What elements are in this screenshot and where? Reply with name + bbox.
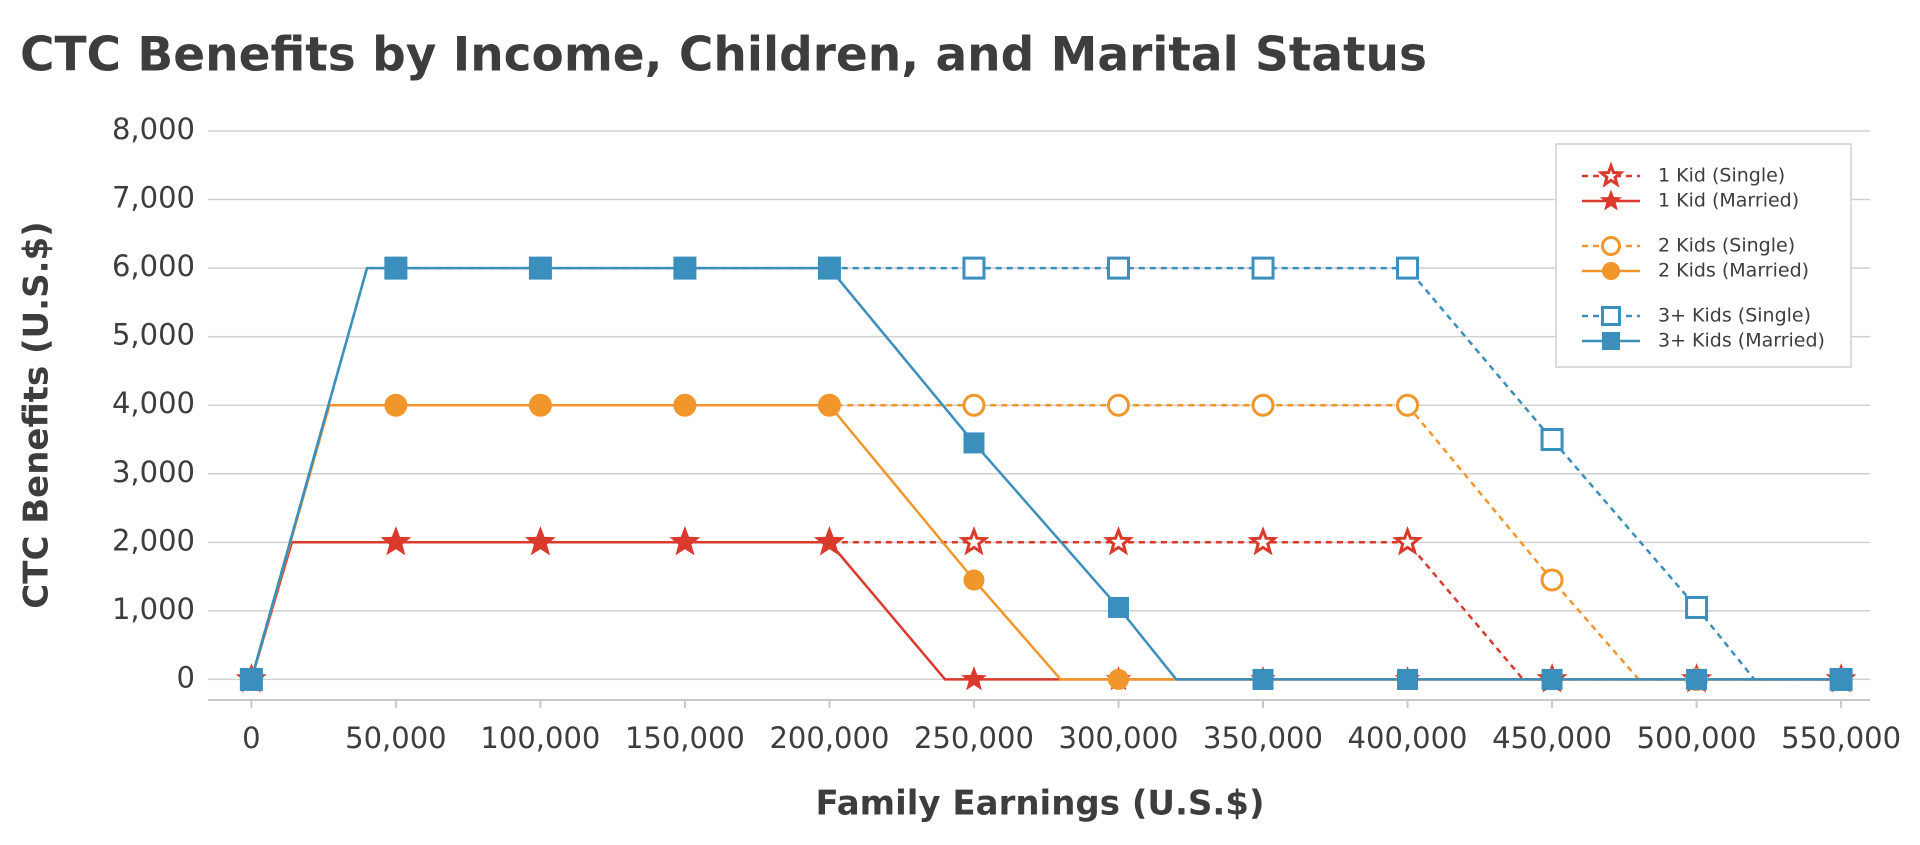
marker bbox=[1599, 189, 1623, 211]
marker bbox=[385, 394, 407, 416]
marker bbox=[1601, 236, 1621, 256]
marker bbox=[1540, 427, 1564, 451]
marker bbox=[1251, 393, 1275, 417]
marker bbox=[1103, 526, 1134, 556]
marker bbox=[1541, 668, 1563, 690]
marker bbox=[1685, 595, 1709, 619]
marker bbox=[1247, 526, 1279, 556]
marker bbox=[1392, 526, 1423, 556]
marker bbox=[1396, 393, 1420, 417]
marker bbox=[1107, 668, 1129, 690]
line bbox=[250, 266, 1842, 681]
marker bbox=[674, 394, 696, 416]
marker bbox=[672, 528, 698, 554]
x-tick-label: 300,000 bbox=[1059, 721, 1179, 755]
marker bbox=[962, 393, 986, 417]
x-tick-label: 200,000 bbox=[769, 721, 889, 755]
legend-label: 3+ Kids (Single) bbox=[1658, 305, 1811, 327]
y-tick-label: 5,000 bbox=[112, 318, 195, 352]
legend-label: 2 Kids (Single) bbox=[1658, 235, 1795, 257]
y-axis-label: CTC Benefits (U.S.$) bbox=[17, 221, 57, 608]
marker bbox=[385, 257, 407, 279]
legend-label: 1 Kid (Married) bbox=[1658, 190, 1799, 212]
x-tick-label: 500,000 bbox=[1637, 721, 1757, 755]
marker bbox=[963, 432, 985, 454]
marker bbox=[962, 256, 986, 280]
x-tick-label: 150,000 bbox=[625, 721, 745, 755]
x-tick-label: 350,000 bbox=[1203, 721, 1323, 755]
marker bbox=[816, 528, 843, 554]
marker bbox=[818, 257, 840, 279]
marker bbox=[1602, 262, 1620, 280]
x-tick-label: 550,000 bbox=[1781, 721, 1901, 755]
marker bbox=[1601, 306, 1621, 326]
marker bbox=[240, 668, 262, 690]
marker bbox=[674, 257, 696, 279]
marker bbox=[1397, 668, 1419, 690]
marker bbox=[1251, 256, 1275, 280]
x-tick-label: 400,000 bbox=[1348, 721, 1468, 755]
marker bbox=[1597, 161, 1625, 188]
chart-title: CTC Benefits by Income, Children, and Ma… bbox=[20, 28, 1427, 83]
marker bbox=[958, 526, 990, 556]
marker bbox=[1686, 668, 1708, 690]
marker bbox=[1830, 668, 1852, 690]
marker bbox=[1107, 596, 1129, 618]
x-tick-label: 450,000 bbox=[1492, 721, 1612, 755]
x-axis-label: Family Earnings (U.S.$) bbox=[816, 784, 1265, 824]
marker bbox=[961, 665, 987, 691]
marker bbox=[529, 257, 551, 279]
x-tick-label: 250,000 bbox=[914, 721, 1034, 755]
y-tick-label: 6,000 bbox=[112, 249, 195, 283]
marker bbox=[1602, 332, 1620, 350]
x-tick-label: 100,000 bbox=[480, 721, 600, 755]
y-tick-label: 3,000 bbox=[112, 455, 195, 489]
y-tick-label: 2,000 bbox=[112, 523, 195, 557]
y-tick-label: 1,000 bbox=[112, 592, 195, 626]
y-tick-label: 4,000 bbox=[112, 386, 195, 420]
marker bbox=[1396, 256, 1420, 280]
marker bbox=[818, 394, 840, 416]
marker bbox=[527, 528, 554, 554]
y-tick-label: 0 bbox=[177, 660, 195, 694]
marker bbox=[1106, 256, 1130, 280]
marker bbox=[1252, 668, 1274, 690]
marker bbox=[529, 394, 551, 416]
y-tick-label: 7,000 bbox=[112, 181, 195, 215]
x-tick-label: 50,000 bbox=[345, 721, 446, 755]
legend-label: 3+ Kids (Married) bbox=[1658, 330, 1825, 352]
marker bbox=[383, 528, 409, 554]
marker bbox=[1106, 393, 1130, 417]
legend-label: 2 Kids (Married) bbox=[1658, 260, 1809, 282]
legend-label: 1 Kid (Single) bbox=[1658, 165, 1785, 187]
x-tick-label: 0 bbox=[242, 721, 260, 755]
marker bbox=[963, 569, 985, 591]
y-tick-label: 8,000 bbox=[112, 112, 195, 146]
marker bbox=[1540, 568, 1564, 592]
